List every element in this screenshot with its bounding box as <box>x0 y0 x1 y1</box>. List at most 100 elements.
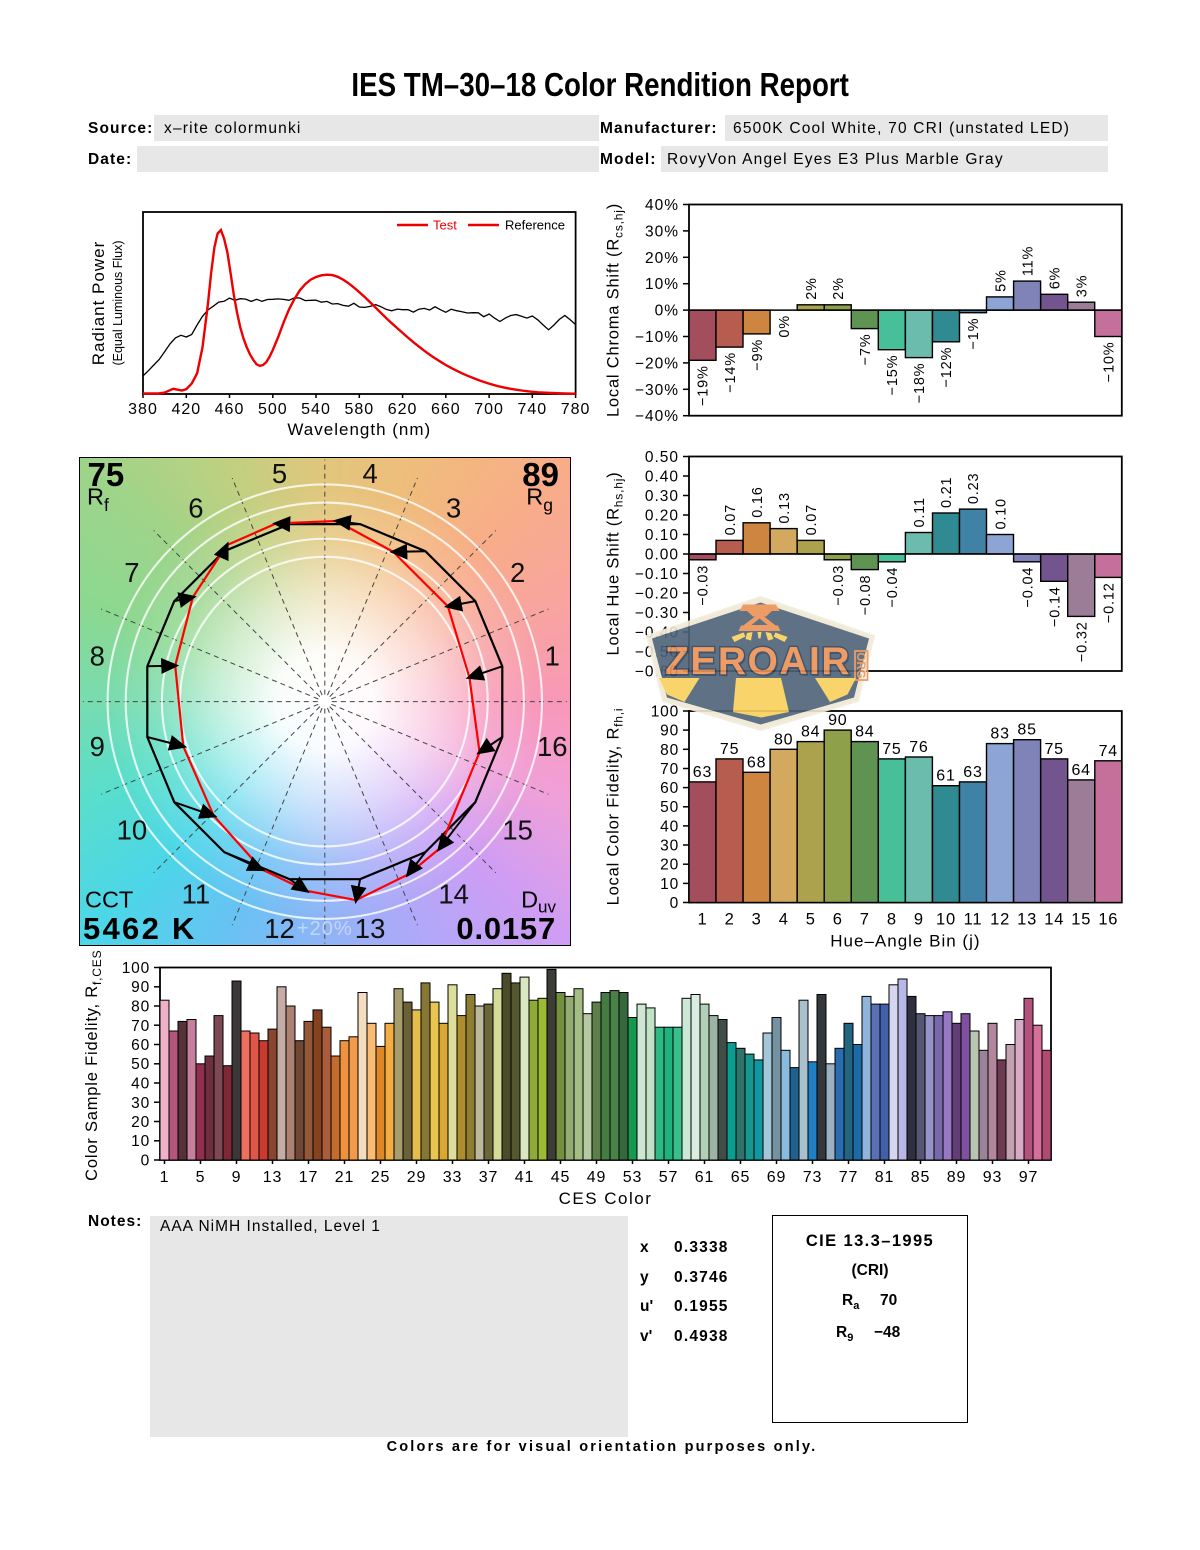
svg-text:10: 10 <box>660 876 679 893</box>
svg-text:64: 64 <box>1071 762 1090 779</box>
svg-text:49: 49 <box>587 1169 606 1186</box>
svg-text:3%: 3% <box>1074 275 1090 298</box>
svg-text:29: 29 <box>407 1169 426 1186</box>
svg-text:9: 9 <box>914 911 924 929</box>
svg-text:460: 460 <box>215 401 245 418</box>
svg-text:14: 14 <box>1044 911 1064 929</box>
svg-text:0%: 0% <box>655 303 679 320</box>
svg-text:ORG: ORG <box>854 652 866 678</box>
svg-text:61: 61 <box>695 1169 714 1186</box>
svg-text:11: 11 <box>964 911 983 929</box>
svg-text:50: 50 <box>660 799 679 816</box>
svg-text:41: 41 <box>515 1169 534 1186</box>
svg-text:15: 15 <box>502 814 533 845</box>
svg-text:Hue–Angle Bin (j): Hue–Angle Bin (j) <box>830 932 980 951</box>
svg-text:37: 37 <box>479 1169 498 1186</box>
svg-text:−14%: −14% <box>723 352 739 393</box>
svg-text:0.50: 0.50 <box>645 449 679 466</box>
svg-text:12: 12 <box>990 911 1010 929</box>
svg-text:16: 16 <box>1098 911 1118 929</box>
svg-text:97: 97 <box>1019 1169 1038 1186</box>
svg-text:100: 100 <box>651 704 679 721</box>
svg-text:4: 4 <box>362 458 377 489</box>
svg-text:Local Hue Shift (Rhs,hj): Local Hue Shift (Rhs,hj) <box>605 472 626 656</box>
svg-text:100: 100 <box>122 960 150 977</box>
svg-text:−12%: −12% <box>939 347 955 388</box>
svg-text:84: 84 <box>801 724 820 741</box>
svg-text:85: 85 <box>1017 722 1036 739</box>
svg-text:10: 10 <box>936 911 956 929</box>
svg-text:17: 17 <box>299 1169 318 1186</box>
svg-text:89: 89 <box>947 1169 966 1186</box>
svg-text:Color Sample Fidelity, Rf,CESi: Color Sample Fidelity, Rf,CESi <box>83 950 104 1181</box>
svg-text:−0.10: −0.10 <box>635 566 679 583</box>
svg-text:1: 1 <box>545 640 560 671</box>
svg-text:−0.04: −0.04 <box>885 567 901 608</box>
svg-text:40%: 40% <box>645 197 679 214</box>
svg-text:85: 85 <box>911 1169 930 1186</box>
svg-text:Wavelength (nm): Wavelength (nm) <box>287 420 431 439</box>
svg-text:16: 16 <box>537 731 568 762</box>
svg-text:5: 5 <box>272 458 287 489</box>
svg-text:0: 0 <box>670 895 679 912</box>
svg-text:−0.03: −0.03 <box>831 565 847 606</box>
svg-text:89: 89 <box>522 457 559 493</box>
svg-text:11%: 11% <box>1020 246 1036 276</box>
svg-text:−0.12: −0.12 <box>1102 582 1118 623</box>
svg-text:80: 80 <box>660 742 679 759</box>
svg-text:6: 6 <box>833 911 843 929</box>
svg-text:2%: 2% <box>804 277 820 300</box>
svg-text:540: 540 <box>301 401 331 418</box>
svg-text:−0.04: −0.04 <box>1020 567 1036 608</box>
svg-text:5462 K: 5462 K <box>83 911 197 946</box>
svg-text:−1%: −1% <box>966 318 982 350</box>
svg-text:740: 740 <box>517 401 547 418</box>
svg-text:700: 700 <box>474 401 504 418</box>
svg-text:Reference: Reference <box>505 218 565 233</box>
svg-text:20%: 20% <box>645 250 679 267</box>
svg-text:7: 7 <box>124 557 139 588</box>
svg-text:−0.20: −0.20 <box>635 586 679 603</box>
svg-text:−9%: −9% <box>750 339 766 371</box>
svg-text:45: 45 <box>551 1169 570 1186</box>
svg-text:+20%: +20% <box>297 918 353 940</box>
svg-text:(Equal Luminous Flux): (Equal Luminous Flux) <box>111 240 125 365</box>
svg-text:90: 90 <box>660 723 679 740</box>
svg-text:−0.08: −0.08 <box>858 575 874 616</box>
svg-text:0.30: 0.30 <box>645 488 679 505</box>
svg-text:−7%: −7% <box>858 334 874 366</box>
svg-text:620: 620 <box>388 401 418 418</box>
svg-text:CCT: CCT <box>85 886 133 912</box>
svg-text:−10%: −10% <box>1102 342 1118 383</box>
svg-text:21: 21 <box>335 1169 354 1186</box>
svg-text:81: 81 <box>875 1169 894 1186</box>
svg-text:75: 75 <box>1044 741 1063 758</box>
svg-text:20: 20 <box>131 1114 150 1131</box>
svg-text:−0.14: −0.14 <box>1047 586 1063 627</box>
svg-text:−0.03: −0.03 <box>696 565 712 606</box>
svg-text:5%: 5% <box>993 269 1009 292</box>
svg-text:3: 3 <box>446 493 461 524</box>
svg-text:380: 380 <box>128 401 158 418</box>
svg-text:33: 33 <box>443 1169 462 1186</box>
svg-text:75: 75 <box>720 741 739 758</box>
svg-text:12: 12 <box>264 913 295 944</box>
svg-text:−30%: −30% <box>635 382 679 399</box>
svg-text:13: 13 <box>355 913 386 944</box>
svg-text:Local Color Fidelity, Rfh,i: Local Color Fidelity, Rfh,i <box>605 708 626 906</box>
svg-text:10: 10 <box>117 814 148 845</box>
svg-text:8: 8 <box>887 911 897 929</box>
svg-text:75: 75 <box>87 457 124 493</box>
svg-text:2%: 2% <box>831 277 847 300</box>
svg-text:83: 83 <box>990 726 1009 743</box>
svg-text:40: 40 <box>131 1076 150 1093</box>
svg-text:70: 70 <box>660 761 679 778</box>
svg-text:11: 11 <box>182 879 211 910</box>
svg-text:50: 50 <box>131 1056 150 1073</box>
svg-text:77: 77 <box>839 1169 858 1186</box>
svg-text:69: 69 <box>767 1169 786 1186</box>
svg-text:0.23: 0.23 <box>966 473 982 504</box>
svg-text:Radiant Power: Radiant Power <box>89 241 108 366</box>
svg-text:−0.30: −0.30 <box>635 605 679 622</box>
svg-text:53: 53 <box>623 1169 642 1186</box>
